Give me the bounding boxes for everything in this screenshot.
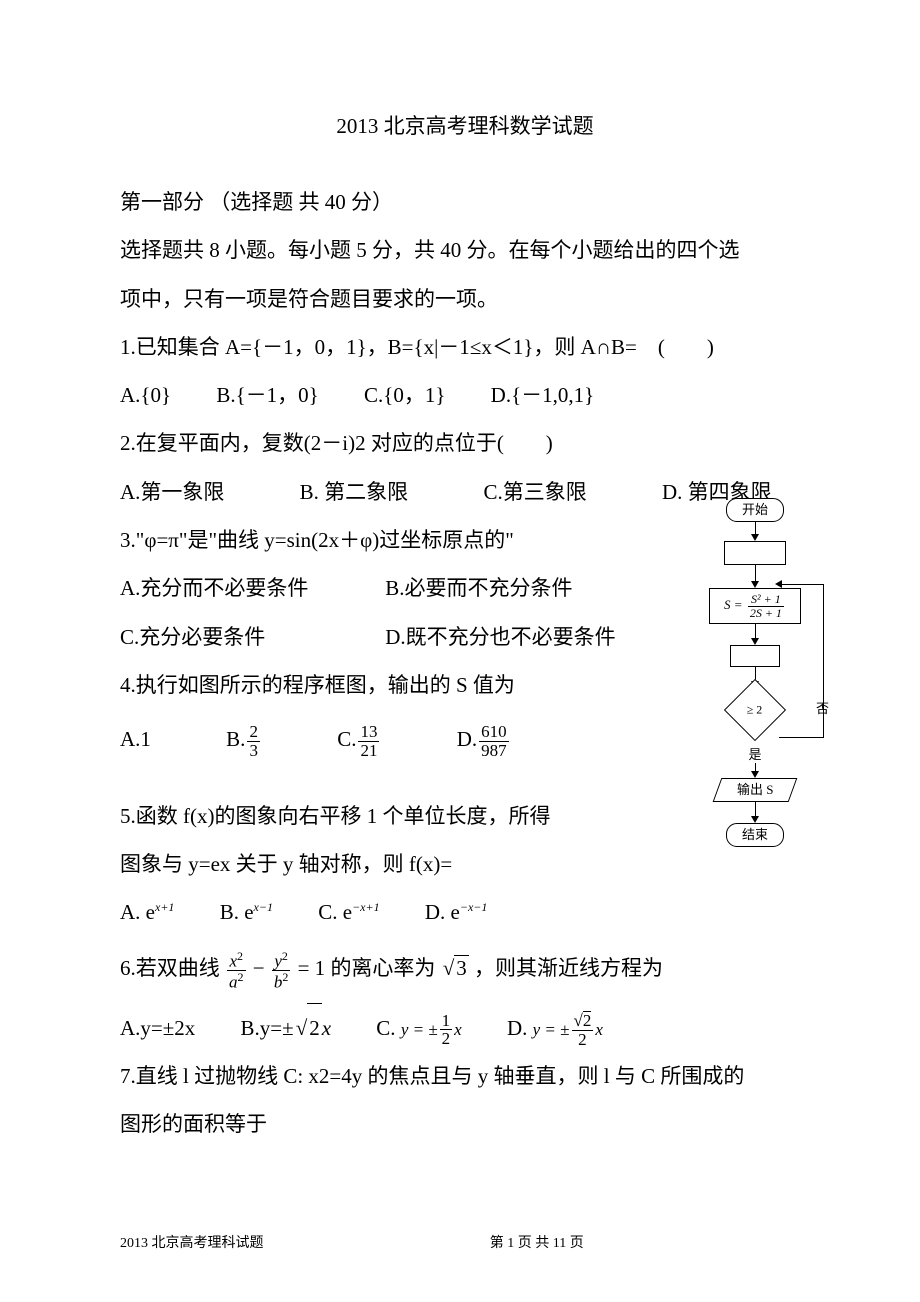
q4-d-num: 610 bbox=[479, 723, 509, 742]
q1-c: C.{0，1} bbox=[364, 371, 445, 419]
section-intro-1: 选择题共 8 小题。每小题 5 分，共 40 分。在每个小题给出的四个选 bbox=[120, 226, 810, 274]
q5-c-pre: C. bbox=[318, 888, 337, 936]
q6-sqrt-val: 3 bbox=[454, 955, 469, 980]
section-intro-2: 项中，只有一项是符合题目要求的一项。 bbox=[120, 275, 810, 323]
q7-l2: 图形的面积等于 bbox=[120, 1100, 810, 1148]
q5-l2: 图象与 y=ex 关于 y 轴对称，则 f(x)= bbox=[120, 840, 810, 888]
q5-d-pre: D. bbox=[425, 888, 445, 936]
q5-b-exp: x−1 bbox=[254, 900, 273, 914]
q4-c-num: 13 bbox=[358, 723, 379, 742]
q6-b-x: x bbox=[322, 1004, 331, 1052]
q3-a: A.充分而不必要条件 bbox=[120, 564, 380, 612]
q6-b: B.y=±√2x bbox=[241, 1003, 332, 1052]
section-header: 第一部分 （选择题 共 40 分） bbox=[120, 178, 810, 226]
q6-ynum: y bbox=[274, 951, 282, 970]
q3-b: B.必要而不充分条件 bbox=[385, 564, 572, 612]
q5-b-pre: B. bbox=[220, 888, 239, 936]
flowchart: 开始 S = S² + 12S + 1 ≥ 2 否 是 输出 S 结束 bbox=[685, 498, 825, 847]
fc-output-text: 输出 S bbox=[737, 779, 773, 801]
q1-a: A.{0} bbox=[120, 371, 171, 419]
q1-b: B.{－1，0} bbox=[216, 371, 318, 419]
fc-yes: 是 bbox=[685, 744, 825, 763]
q3-c: C.充分必要条件 bbox=[120, 613, 380, 661]
q6-post: ，则其渐近线方程为 bbox=[474, 956, 663, 980]
q6-rhs: = 1 bbox=[298, 956, 326, 980]
q4-b-pre: B. bbox=[226, 715, 245, 763]
q6-b-pre: B.y= bbox=[241, 1004, 283, 1052]
page-title: 2013 北京高考理科数学试题 bbox=[120, 110, 810, 140]
q6-d: D. y = ±√22x bbox=[507, 1004, 603, 1052]
q6-xnum: x bbox=[229, 951, 237, 970]
fc-loop-arrow bbox=[775, 580, 782, 588]
q6-mid: 的离心率为 bbox=[330, 956, 435, 980]
q4-c-den: 21 bbox=[358, 742, 379, 760]
q6-frac-x: x2a2 bbox=[227, 950, 246, 992]
q6-xden: a bbox=[229, 973, 238, 992]
footer-left: 2013 北京高考理科试题 bbox=[120, 1232, 264, 1252]
q1-d: D.{－1,0,1} bbox=[491, 371, 595, 419]
q6-b-pm: ± bbox=[282, 1004, 294, 1052]
fc-cond: ≥ 2 bbox=[724, 679, 786, 741]
q6-c-x: x bbox=[454, 1010, 462, 1049]
q5-c-exp: −x+1 bbox=[352, 900, 380, 914]
q6-b-sqrt: 2 bbox=[307, 1003, 322, 1052]
q4-c: C.1321 bbox=[337, 715, 381, 763]
q6-c-num: 1 bbox=[440, 1012, 453, 1031]
q3-d: D.既不充分也不必要条件 bbox=[385, 613, 615, 661]
fc-init bbox=[724, 541, 786, 565]
q2-c: C.第三象限 bbox=[483, 468, 586, 516]
fc-formula-lhs: S = bbox=[724, 597, 743, 612]
q6-d-x: x bbox=[595, 1010, 603, 1049]
q6-text: 6.若双曲线 x2a2 − y2b2 = 1 的离心率为 √3 ，则其渐近线方程… bbox=[120, 944, 810, 992]
q4-d-den: 987 bbox=[479, 742, 509, 760]
q5-options: A. ex+1 B. ex−1 C. e−x+1 D. e−x−1 bbox=[120, 888, 810, 936]
q6-c: C. y = ±12x bbox=[376, 1004, 461, 1052]
fc-end: 结束 bbox=[726, 823, 784, 847]
q1-text: 1.已知集合 A={－1，0，1}，B={x|－1≤x＜1}，则 A∩B= ( … bbox=[120, 323, 810, 371]
q6-d-sqrt: 2 bbox=[583, 1011, 592, 1030]
q6-d-den: 2 bbox=[572, 1031, 594, 1049]
page: 2013 北京高考理科数学试题 第一部分 （选择题 共 40 分） 选择题共 8… bbox=[0, 0, 920, 1302]
q5-c: C. e−x+1 bbox=[318, 888, 379, 936]
q4-c-pre: C. bbox=[337, 715, 356, 763]
q5-a-exp: x+1 bbox=[155, 900, 174, 914]
fc-inc bbox=[730, 645, 780, 667]
q4-a: A.1 bbox=[120, 715, 151, 763]
q5-b: B. ex−1 bbox=[220, 888, 273, 936]
q6-d-pre: D. bbox=[507, 1004, 527, 1052]
q5-l1: 5.函数 f(x)的图象向右平移 1 个单位长度，所得 bbox=[120, 792, 660, 840]
footer-center: 第 1 页 共 11 页 bbox=[264, 1232, 811, 1252]
q4-text: 4.执行如图所示的程序框图，输出的 S 值为 bbox=[120, 661, 660, 709]
q6-pre: 6.若双曲线 bbox=[120, 956, 220, 980]
q4-b-den: 3 bbox=[247, 742, 260, 760]
q6-a: A.y=±2x bbox=[120, 1004, 195, 1052]
fc-start: 开始 bbox=[726, 498, 784, 522]
q4-b: B.23 bbox=[226, 715, 262, 763]
fc-loop-line bbox=[779, 584, 824, 738]
q4-d: D.610987 bbox=[457, 715, 511, 763]
q2-text: 2.在复平面内，复数(2－i)2 对应的点位于( ) bbox=[120, 419, 810, 467]
q6-sqrt: √3 bbox=[441, 944, 469, 992]
q5-a: A. ex+1 bbox=[120, 888, 174, 936]
q6-options: A.y=±2x B.y=±√2x C. y = ±12x D. y = ±√22… bbox=[120, 1003, 810, 1052]
q1-options: A.{0} B.{－1，0} C.{0，1} D.{－1,0,1} bbox=[120, 371, 810, 419]
q6-c-pre: C. bbox=[376, 1004, 395, 1052]
q2-b: B. 第二象限 bbox=[300, 468, 409, 516]
fc-output: 输出 S bbox=[713, 778, 798, 802]
q6-frac-y: y2b2 bbox=[272, 950, 291, 992]
q4-b-num: 2 bbox=[247, 723, 260, 742]
fc-cond-text: ≥ 2 bbox=[747, 703, 763, 718]
q4-d-pre: D. bbox=[457, 715, 477, 763]
q5-d-exp: −x−1 bbox=[460, 900, 488, 914]
q5-d: D. e−x−1 bbox=[425, 888, 488, 936]
q6-c-den: 2 bbox=[440, 1030, 453, 1048]
q5-a-pre: A. bbox=[120, 888, 140, 936]
q6-d-y: y = ± bbox=[533, 1010, 570, 1049]
q6-c-y: y = ± bbox=[401, 1010, 438, 1049]
q2-a: A.第一象限 bbox=[120, 468, 224, 516]
footer: 2013 北京高考理科试题 第 1 页 共 11 页 bbox=[120, 1232, 810, 1252]
q7-l1: 7.直线 l 过抛物线 C: x2=4y 的焦点且与 y 轴垂直，则 l 与 C… bbox=[120, 1052, 810, 1100]
